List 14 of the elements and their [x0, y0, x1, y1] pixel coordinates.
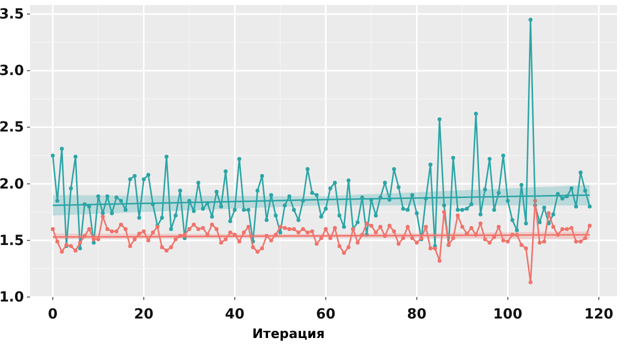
y-tick-label: 3.5 [0, 6, 24, 23]
x-tick-label: 40 [225, 306, 245, 322]
y-tick-label: 1.5 [0, 232, 24, 249]
x-tick-label: 60 [316, 306, 336, 322]
x-tick-label: 20 [134, 306, 154, 322]
y-tick-label: 1.0 [0, 289, 24, 306]
x-tick-label: 80 [407, 306, 427, 322]
x-tick-label: 0 [48, 306, 58, 322]
x-tick-label: 100 [493, 306, 523, 322]
y-tick-label: 2.0 [0, 176, 24, 192]
x-tick-label: 120 [584, 306, 614, 322]
y-tick-label: 2.5 [0, 120, 24, 136]
x-axis-title: Итерация [252, 327, 325, 342]
y-tick-label: 3.0 [0, 63, 24, 80]
